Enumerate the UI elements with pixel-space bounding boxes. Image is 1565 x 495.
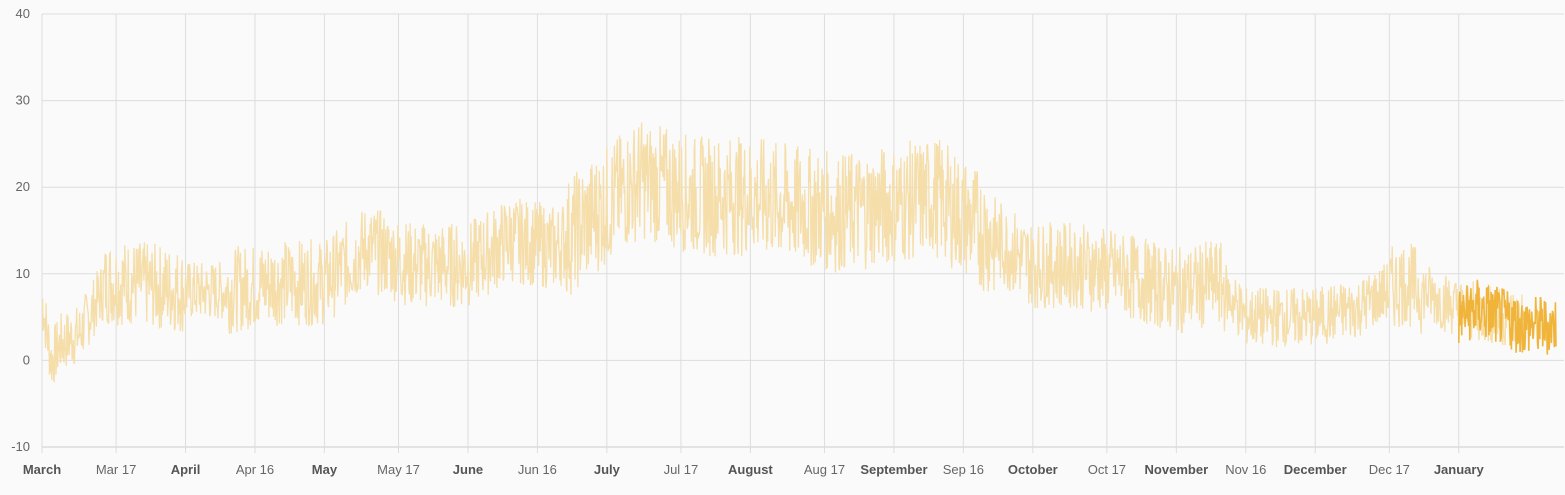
x-tick-label: Mar 17 bbox=[96, 462, 136, 477]
x-tick-label: Apr 16 bbox=[236, 462, 274, 477]
x-tick-label: January bbox=[1434, 462, 1485, 477]
x-tick-label: July bbox=[594, 462, 621, 477]
x-tick-label: August bbox=[728, 462, 773, 477]
x-tick-label: Dec 17 bbox=[1369, 462, 1410, 477]
series-line bbox=[41, 122, 1525, 383]
x-tick-label: April bbox=[171, 462, 201, 477]
x-tick-label: September bbox=[860, 462, 927, 477]
x-gridlines bbox=[41, 14, 1460, 453]
x-tick-label: October bbox=[1008, 462, 1058, 477]
x-tick-label: November bbox=[1145, 462, 1209, 477]
x-tick-label: May bbox=[312, 462, 338, 477]
y-tick-label: -10 bbox=[11, 439, 30, 454]
y-tick-label: 0 bbox=[23, 352, 30, 367]
x-tick-label: Nov 16 bbox=[1225, 462, 1266, 477]
x-tick-label: Sep 16 bbox=[943, 462, 984, 477]
y-gridlines bbox=[42, 13, 1564, 448]
x-tick-label: June bbox=[453, 462, 483, 477]
x-tick-label: Jul 17 bbox=[664, 462, 699, 477]
x-tick-label: Oct 17 bbox=[1088, 462, 1126, 477]
y-tick-label: 40 bbox=[16, 6, 30, 21]
x-axis-ticks: March Mar 17 April Apr 16 May May 17 June Jun 1… bbox=[23, 462, 1485, 477]
x-tick-label: December bbox=[1284, 462, 1347, 477]
x-tick-label: Jun 16 bbox=[518, 462, 557, 477]
y-tick-label: 10 bbox=[16, 266, 30, 281]
y-tick-label: 30 bbox=[16, 93, 30, 108]
series-lines bbox=[41, 122, 1557, 383]
x-tick-label: March bbox=[23, 462, 61, 477]
x-tick-label: Aug 17 bbox=[804, 462, 845, 477]
x-tick-label: May 17 bbox=[377, 462, 420, 477]
y-axis-ticks: -10 0 10 20 30 40 bbox=[11, 6, 30, 454]
y-tick-label: 20 bbox=[16, 179, 30, 194]
series-line bbox=[1458, 279, 1557, 355]
